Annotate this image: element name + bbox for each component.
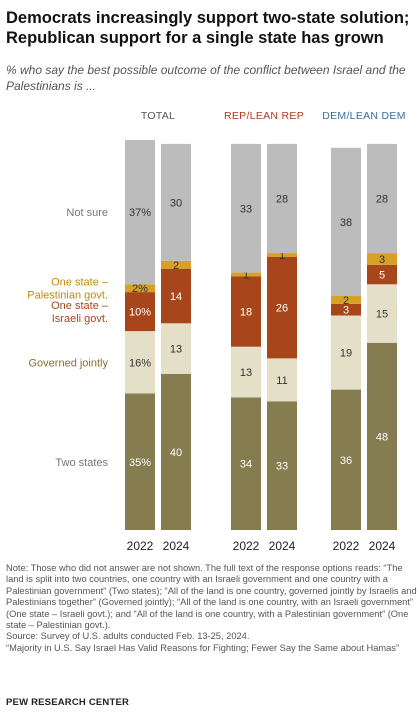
bar-segment-0-1-4: [161, 143, 191, 261]
data-label-0-1-4: 30: [170, 197, 182, 209]
data-label-1-0-4: 33: [240, 203, 252, 215]
bar-segment-2-0-4: [331, 147, 361, 296]
data-label-0-0-4: 37%: [129, 207, 151, 219]
bar-segment-0-0-1: [125, 331, 155, 394]
chart-subtitle: % who say the best possible outcome of t…: [6, 63, 406, 93]
bar-segment-2-1-2: [367, 264, 397, 285]
data-label-1-1-0: 33: [276, 461, 288, 473]
bar-segment-2-1-3: [367, 253, 397, 265]
year-label-2-0: 2022: [333, 539, 360, 553]
bar-segment-2-1-1: [367, 284, 397, 343]
category-label-2-0: One state –: [51, 300, 109, 312]
bar-segment-0-1-2: [161, 268, 191, 324]
report-title: “Majority in U.S. Say Israel Has Valid R…: [6, 642, 400, 653]
data-label-1-1-4: 28: [276, 194, 288, 206]
data-label-1-1-1: 11: [276, 375, 287, 387]
data-label-0-1-0: 40: [170, 447, 182, 459]
category-label-3-0: One state –: [51, 277, 109, 289]
data-label-2-0-2: 3: [343, 305, 349, 317]
bar-segment-0-1-3: [161, 260, 191, 269]
data-label-2-1-4: 28: [376, 194, 388, 206]
data-label-2-0-3: 2: [343, 295, 349, 307]
bar-segment-0-1-1: [161, 323, 191, 374]
bar-segment-0-0-3: [125, 284, 155, 293]
bar-segment-1-1-4: [267, 143, 297, 254]
bar-segment-2-0-3: [331, 296, 361, 304]
group-label-0: TOTAL: [141, 110, 175, 122]
bar-segment-0-0-2: [125, 292, 155, 332]
data-label-0-0-1: 16%: [129, 357, 151, 369]
bar-segment-2-1-4: [367, 143, 397, 254]
chart-title: Democrats increasingly support two-state…: [6, 9, 410, 47]
data-label-2-1-1: 15: [376, 309, 388, 321]
data-label-0-1-1: 13: [170, 344, 182, 356]
data-label-0-0-2: 10%: [129, 307, 151, 319]
data-label-0-1-3: 2: [173, 260, 179, 272]
group-label-2: DEM/LEAN DEM: [322, 110, 406, 122]
bar-segment-0-1-0: [161, 374, 191, 530]
pew-logo-text: PEW RESEARCH CENTER: [6, 697, 130, 708]
data-label-1-0-3: 1: [243, 270, 249, 282]
bar-segment-2-1-0: [367, 342, 397, 530]
category-label-1-0: Governed jointly: [29, 357, 109, 369]
bar-segment-1-0-2: [231, 276, 261, 347]
group-label-1: REP/LEAN REP: [224, 110, 304, 122]
data-label-0-0-0: 35%: [129, 457, 151, 469]
chart-notes: Note: Those who did not answer are not s…: [6, 563, 418, 654]
category-label-2-1: Israeli govt.: [52, 313, 108, 325]
year-label-0-1: 2024: [163, 539, 190, 553]
note-text: Note: Those who did not answer are not s…: [6, 563, 417, 631]
bar-segment-1-0-0: [231, 397, 261, 530]
bar-segment-1-0-1: [231, 346, 261, 398]
bar-segment-1-1-0: [267, 401, 297, 530]
data-label-1-0-2: 18: [240, 307, 252, 319]
bar-segment-0-0-4: [125, 140, 155, 285]
category-label-0-0: Two states: [55, 457, 108, 469]
bar-segment-1-1-1: [267, 358, 297, 402]
data-label-2-0-1: 19: [340, 348, 352, 360]
data-label-2-1-0: 48: [376, 431, 388, 443]
stacked-bar-chart: TOTAL35%16%10%2%37%20224013142302024REP/…: [27, 110, 406, 553]
year-label-1-0: 2022: [233, 539, 260, 553]
source-text: Source: Survey of U.S. adults conducted …: [6, 631, 250, 642]
year-label-1-1: 2024: [269, 539, 296, 553]
data-label-1-0-0: 34: [240, 459, 252, 471]
bar-segment-2-0-2: [331, 303, 361, 316]
data-label-2-0-4: 38: [340, 217, 352, 229]
data-label-2-1-2: 5: [379, 270, 385, 282]
bar-segment-1-0-4: [231, 143, 261, 273]
bar-segment-1-1-3: [267, 253, 297, 257]
data-label-1-1-2: 26: [276, 303, 288, 315]
bar-segment-2-0-0: [331, 389, 361, 530]
year-label-0-0: 2022: [127, 539, 154, 553]
data-label-2-1-3: 3: [379, 254, 385, 266]
bar-segment-1-0-3: [231, 272, 261, 277]
data-label-2-0-0: 36: [340, 455, 352, 467]
data-label-1-0-1: 13: [240, 367, 252, 379]
data-label-1-1-3: 1: [279, 250, 285, 262]
bar-segment-2-0-1: [331, 315, 361, 390]
bar-segment-0-0-0: [125, 393, 155, 530]
category-label-3-1: Palestinian govt.: [27, 290, 108, 302]
data-label-0-1-2: 14: [170, 291, 182, 303]
year-label-2-1: 2024: [369, 539, 396, 553]
bar-segment-1-1-2: [267, 257, 297, 359]
category-label-4-0: Not sure: [66, 207, 108, 219]
data-label-0-0-3: 2%: [132, 283, 148, 295]
